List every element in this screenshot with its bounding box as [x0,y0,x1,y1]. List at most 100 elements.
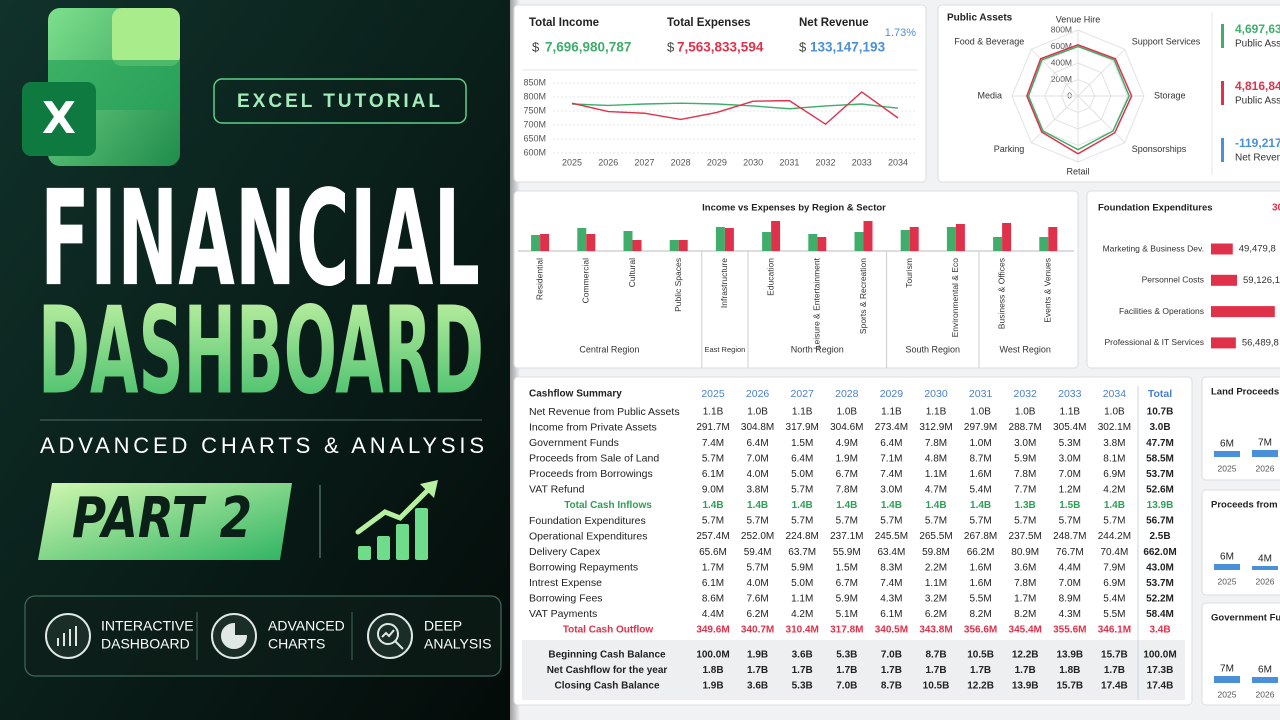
kpi-label: Public Ass [1235,96,1280,107]
cell: 4.4M [702,609,724,620]
x-tick-label: Commercial [581,258,591,303]
cell: 1.0M [969,438,991,449]
cell: 5.7M [702,453,724,464]
value-label: 56,489,8 [1242,337,1279,348]
table-card [513,376,1193,706]
cell: 248.7M [1053,531,1086,542]
cell: 1.1B [703,407,724,418]
bar [1214,564,1240,570]
cell: 6.9M [1103,578,1125,589]
x-tick-label: 2026 [598,157,618,167]
cell: 310.4M [786,625,819,636]
cell: 13.9B [1147,500,1174,511]
cell: 7.0M [1059,578,1081,589]
bar [993,237,1003,251]
x-tick-label: 2031 [779,157,799,167]
bar [1211,243,1233,255]
cell: 1.0B [970,407,991,418]
cell: 1.2M [1059,484,1081,495]
cell: 1.9B [702,681,723,692]
x-tick-label: 2030 [743,157,763,167]
cell: 6.4M [746,438,768,449]
cell: 1.5M [836,562,858,573]
cell: 1.4B [747,500,768,511]
cell: 304.6M [830,422,863,433]
cell: 5.3M [1059,438,1081,449]
value-label: 49,479,8 [1239,244,1276,255]
bar [540,234,550,251]
cell: 8.7M [969,453,991,464]
bar [623,231,633,251]
cell: 1.9M [836,453,858,464]
cell: 4.3M [1059,609,1081,620]
cell: 7.0B [881,650,902,661]
cell: 5.5M [1103,609,1125,620]
title-line2: DASHBOARD [38,283,484,422]
cell: 5.9M [836,593,858,604]
radar-category: Venue Hire [1056,14,1101,24]
cell: 47.7M [1146,438,1174,449]
kpi-margin: 1.73% [885,27,916,39]
y-tick-label: 600M [523,147,546,157]
cell: 5.7M [880,516,902,527]
cell: 1.1B [926,407,947,418]
x-tick-label: 2028 [671,157,691,167]
cell: 305.4M [1053,422,1086,433]
feature-text: DEEP [424,618,462,634]
cell: 1.4B [1104,500,1125,511]
cell: 1.8B [702,665,723,676]
cards [513,4,1280,706]
cell: 58.4M [1146,609,1174,620]
cell: 5.7M [836,516,858,527]
bar-label: Facilities & Operations [1119,306,1204,316]
line-series [571,102,899,110]
logo-letter: X [42,93,76,144]
column-header: 2026 [746,388,770,400]
kpi-accent [1221,138,1224,162]
part-label: PART 2 [72,486,252,551]
row-label: Total Cash Inflows [564,500,652,511]
kpi-value: 7,696,980,787 [545,40,631,55]
column-header: 2025 [701,388,725,400]
cell: 1.7M [702,562,724,573]
cell: 1.0B [747,407,768,418]
bar [762,232,772,251]
cell: 1.1B [1060,407,1081,418]
cell: 10.7B [1147,407,1174,418]
cell: 5.0M [791,469,813,480]
x-tick-label: 2033 [852,157,872,167]
cell: 1.0B [1015,407,1036,418]
group-label: Central Region [579,344,639,354]
card-title: Government Fu [1211,613,1280,624]
cell: 59.4M [744,547,772,558]
cell: 5.5M [969,593,991,604]
feature-icon-glyph [221,622,248,649]
cell: 3.2M [925,593,947,604]
kpi-label: Public Ass [1235,39,1280,50]
cell: 12.2B [967,681,994,692]
cell: 1.7B [881,665,902,676]
x-tick-label: Business & Offices [996,258,1006,329]
summary-band [522,640,1185,700]
cell: 5.7M [746,562,768,573]
radar-tick-label: 400M [1051,57,1072,67]
cell: 100.0M [696,650,729,661]
cell: 9.0M [702,484,724,495]
x-tick-label: 2025 [562,157,582,167]
cell: 3.0M [880,484,902,495]
row-label: Total Cash Outflow [563,625,654,636]
cell: 5.0M [791,578,813,589]
kpi-label: Total Expenses [667,17,751,29]
line-series [571,91,899,126]
row-label: Income from Private Assets [529,421,657,433]
cell: 7.8M [1014,578,1036,589]
cell: 6.2M [746,609,768,620]
cell: 7.6M [746,593,768,604]
feature-text: DASHBOARD [101,636,190,652]
radar-spoke [1030,48,1079,97]
radar-category: Retail [1066,166,1089,176]
region-card [513,190,1079,369]
column-header: 2029 [880,388,904,400]
